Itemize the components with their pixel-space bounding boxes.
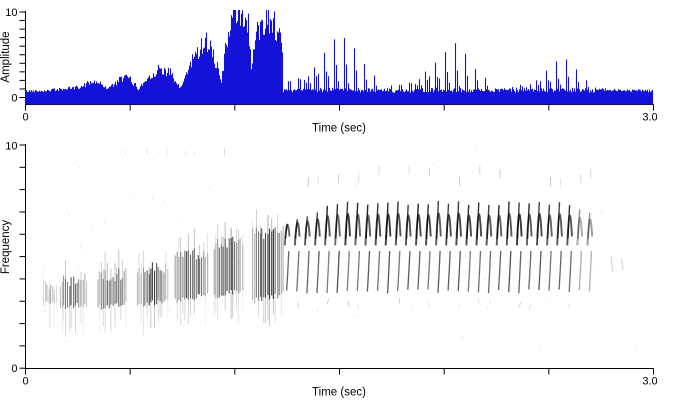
amplitude-min-tick-label: 0 — [11, 93, 17, 105]
waveform-plot — [24, 10, 654, 105]
amplitude-max-tick-label: 10 — [5, 7, 17, 19]
frequency-max-tick-label: 10 — [5, 141, 17, 153]
frequency-min-tick-label: 0 — [11, 363, 17, 375]
spectrogram-time-min-tick-label: 0 — [22, 376, 28, 388]
spectrogram-time-max-tick-label: 3.0 — [642, 376, 657, 388]
waveform-y-axis-title: Amplitude — [0, 31, 12, 82]
waveform-time-max-tick-label: 3.0 — [642, 112, 657, 124]
waveform-time-min-tick-label: 0 — [22, 112, 28, 124]
spectrogram-x-axis-title: Time (sec) — [312, 387, 366, 399]
waveform-x-axis-title: Time (sec) — [312, 123, 366, 135]
waveform-trace — [24, 10, 654, 105]
spectrogram-plot — [42, 148, 647, 363]
spectrogram-y-axis-title: Frequency — [0, 220, 12, 275]
